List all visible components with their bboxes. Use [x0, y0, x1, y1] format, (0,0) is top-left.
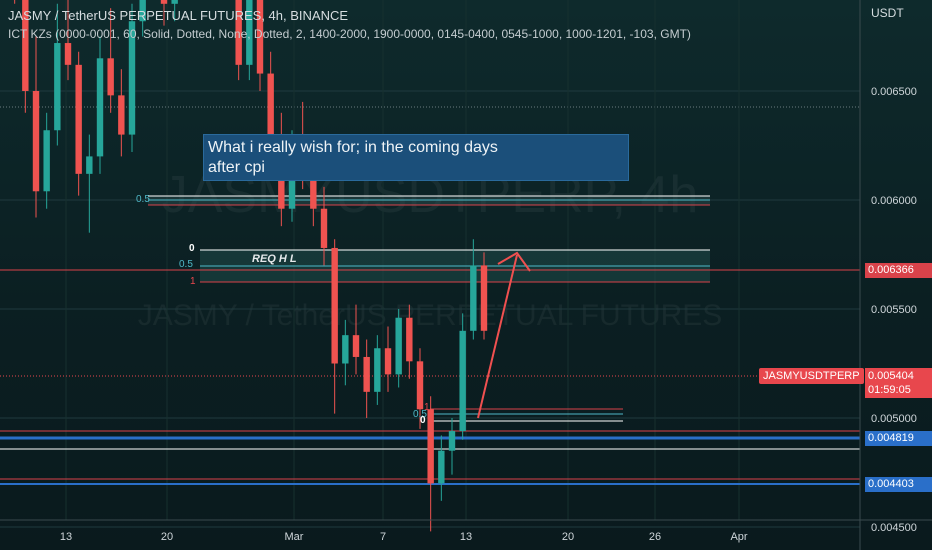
last-price-tag: 0.005404 01:59:05: [865, 368, 932, 398]
price-tag-red: 0.006366: [865, 263, 932, 278]
indicator-legend[interactable]: ICT KZs (0000-0001, 60, Solid, Dotted, N…: [8, 27, 691, 41]
chart-title: JASMY / TetherUS PERPETUAL FUTURES, 4h, …: [8, 8, 349, 23]
zone-label: 1: [190, 276, 196, 287]
candle-body: [86, 156, 93, 174]
candle-body: [22, 0, 29, 91]
y-tick-label: 0.005500: [871, 304, 917, 316]
x-tick-label: 26: [649, 531, 661, 543]
candle-body: [246, 0, 253, 65]
x-tick-label: 13: [60, 531, 72, 543]
x-tick-label: 13: [460, 531, 472, 543]
x-axis: 13 20 Mar 7 13 20 26 Apr: [0, 519, 932, 543]
annotation-note[interactable]: What i really wish for; in the coming da…: [203, 134, 629, 181]
x-tick-label: 20: [562, 531, 574, 543]
candle-body: [32, 91, 40, 192]
x-tick-label: Apr: [730, 531, 747, 543]
candle-body: [128, 21, 136, 135]
zone-label: 0: [189, 243, 195, 254]
candle-body: [118, 95, 125, 135]
zone-label: 0.5: [136, 194, 150, 205]
last-price: 0.005404: [868, 370, 914, 382]
candle-body: [374, 348, 381, 392]
watermark-subtitle: JASMY / TetherUS PERPETUAL FUTURES: [138, 299, 723, 332]
candle-body: [459, 330, 466, 432]
candle-body: [342, 335, 349, 364]
currency-label: USDT: [871, 6, 904, 20]
note-line-1: What i really wish for; in the coming da…: [208, 139, 498, 156]
candle-body: [235, 0, 242, 65]
candle-body: [160, 0, 168, 4]
x-tick-label: 20: [161, 531, 173, 543]
candle-body: [406, 317, 413, 362]
price-tag-blue: 0.004819: [865, 431, 932, 446]
zone-label: 0.5: [179, 259, 193, 270]
arrow-annotation: [477, 251, 531, 419]
arrow-shaft: [477, 254, 518, 419]
zone-label: 0: [420, 415, 426, 426]
y-tick-label: 0.004500: [871, 522, 917, 534]
candle-body: [384, 348, 392, 375]
candle-body: [54, 43, 61, 131]
zone-label: 0.5: [413, 409, 427, 420]
candle-body: [43, 130, 50, 192]
candle-body: [470, 265, 477, 331]
candle-body: [320, 208, 328, 248]
candle-body: [448, 431, 456, 451]
candle-body: [64, 43, 72, 65]
candle-body: [139, 0, 146, 22]
y-axis: 0.0085000.0080000.0075000.0070000.006500…: [859, 0, 917, 550]
label-req: REQ H L: [252, 253, 297, 265]
y-tick-label: 0.006500: [871, 86, 917, 98]
x-tick-label: Mar: [285, 531, 304, 543]
y-tick-label: 0.005000: [871, 413, 917, 425]
price-tag-blue: 0.004403: [865, 477, 932, 492]
candle-body: [480, 265, 488, 331]
arrow-head: [497, 251, 531, 272]
note-line-2: after cpi: [208, 159, 265, 176]
candle-body: [310, 173, 317, 209]
candle-body: [352, 335, 360, 357]
candle-body: [331, 247, 338, 364]
countdown: 01:59:05: [868, 384, 911, 396]
candle-body: [107, 58, 114, 96]
zone-label: 1: [424, 402, 430, 413]
symbol-tag: JASMYUSDTPERP: [759, 368, 864, 384]
candle-body: [256, 0, 264, 74]
candle-body: [96, 58, 104, 157]
candle-body: [438, 450, 445, 484]
candle-body: [171, 0, 178, 4]
x-tick-label: 7: [380, 531, 386, 543]
candle-body: [395, 317, 402, 375]
candle-body: [75, 64, 82, 174]
candle-body: [427, 409, 434, 484]
y-tick-label: 0.006000: [871, 195, 917, 207]
candle-body: [267, 73, 274, 148]
candle-body: [416, 361, 424, 410]
candle-body: [363, 356, 370, 392]
